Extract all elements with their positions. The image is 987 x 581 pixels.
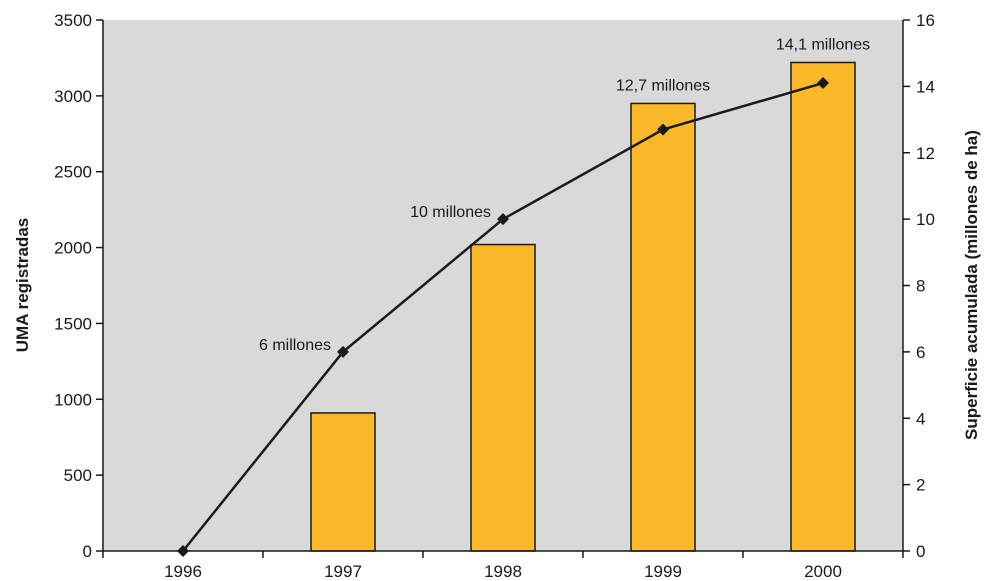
y2-tick-label: 16	[916, 11, 935, 30]
line-layer	[177, 77, 829, 557]
line-point-2000	[817, 77, 829, 90]
line-point-1997	[337, 345, 349, 358]
y-tick-label: 2500	[54, 163, 92, 182]
y-tick-label: 3000	[54, 87, 92, 106]
bar-1998	[470, 243, 536, 552]
x-tick-label: 1998	[484, 562, 522, 581]
x-tick-label: 1997	[324, 562, 362, 581]
labels-layer: 6 millones 10 millones 12,7 millones 14,1 m…	[259, 36, 870, 353]
y2-tick-label: 6	[916, 343, 925, 362]
y2-tick-label: 10	[916, 210, 935, 229]
y2-tick-label: 12	[916, 144, 935, 163]
y-tick-label: 500	[64, 466, 92, 485]
y-tick-label: 1000	[54, 390, 92, 409]
x-tick-label: 1996	[164, 562, 202, 581]
bar-2000	[790, 61, 856, 552]
line-point-1999	[657, 123, 669, 136]
y2-tick-label: 14	[916, 77, 935, 96]
y2-tick-label: 4	[916, 409, 925, 428]
x-tick-label: 2000	[804, 562, 842, 581]
y-tick-label: 1500	[54, 314, 92, 333]
y-tick-label: 2000	[54, 239, 92, 258]
bars-layer	[310, 61, 856, 552]
line-point-1998	[497, 213, 509, 226]
data-annotation: 6 millones	[259, 337, 331, 354]
bar-1997	[310, 412, 376, 552]
y-axis-title: UMA registradas	[13, 218, 32, 352]
data-annotation: 14,1 millones	[776, 36, 870, 53]
data-annotation: 12,7 millones	[616, 77, 710, 94]
axes-layer: 0 500 1000 1500 2000 2500 3000 3500 0 2 4 6 8 10 12 14 1…	[54, 11, 935, 581]
x-tick-label: 1999	[644, 562, 682, 581]
y2-tick-label: 0	[916, 542, 925, 561]
y-tick-label: 0	[83, 542, 92, 561]
data-annotation: 10 millones	[410, 204, 491, 221]
y2-tick-label: 2	[916, 476, 925, 495]
y2-axis-title: Superficie acumulada (millones de ha)	[962, 130, 981, 440]
bar-1999	[630, 102, 696, 552]
y2-tick-label: 8	[916, 277, 925, 296]
y-tick-label: 3500	[54, 11, 92, 30]
